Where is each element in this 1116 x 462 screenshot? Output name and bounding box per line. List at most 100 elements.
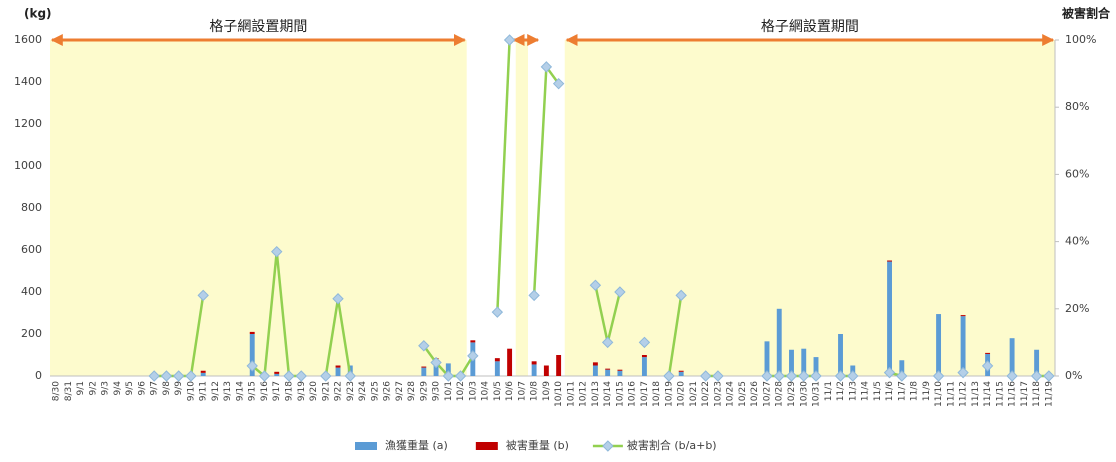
y-tick-label: 1400 (14, 75, 42, 88)
bar (200, 372, 206, 376)
x-tick-label: 11/12 (959, 381, 969, 407)
x-tick-label: 9/15 (248, 381, 258, 401)
y-tick-label: 200 (21, 327, 42, 340)
x-tick-label: 9/11 (199, 381, 209, 401)
bar (960, 316, 966, 376)
line (532, 63, 560, 296)
bar (592, 362, 598, 366)
x-tick-label: 9/1 (76, 381, 86, 395)
line-marker (332, 293, 344, 305)
bar (421, 367, 427, 376)
x-tick-label: 11/14 (983, 381, 993, 407)
x-tick-label: 11/13 (971, 381, 981, 407)
x-tick-label: 11/4 (861, 381, 871, 401)
y2-tick-label: 20% (1065, 302, 1089, 315)
line-marker (197, 289, 209, 302)
x-tick-label: 10/30 (799, 381, 809, 407)
x-tick-label: 11/11 (946, 381, 956, 407)
x-tick-label: 11/7 (897, 381, 907, 401)
y2-tick-label: 40% (1065, 235, 1089, 248)
y-tick-label: 0 (35, 369, 42, 382)
x-tick-label: 11/3 (848, 381, 858, 401)
line-marker (614, 286, 626, 298)
line-marker (258, 370, 271, 382)
legend-swatch (355, 442, 377, 450)
bar (887, 261, 892, 376)
bar (421, 366, 427, 368)
line-marker (1006, 370, 1018, 382)
line-marker (761, 370, 773, 382)
x-tick-label: 9/30 (432, 381, 442, 401)
x-tick-label: 11/19 (1044, 381, 1054, 407)
line-marker (418, 340, 430, 352)
x-tick-label: 10/12 (579, 381, 589, 407)
bar (335, 365, 341, 368)
bar (531, 361, 537, 365)
line-marker (442, 370, 455, 382)
bar (470, 340, 476, 343)
bar (605, 369, 611, 376)
bar (641, 357, 647, 376)
bar (678, 370, 684, 372)
line-marker (957, 366, 969, 379)
bar (1034, 349, 1040, 376)
bar (764, 341, 770, 376)
x-tick-label: 9/19 (297, 381, 307, 401)
x-tick-label: 11/5 (873, 381, 883, 401)
legend-label: 被害割合 (b/a+b) (627, 438, 717, 452)
x-tick-label: 9/20 (309, 381, 319, 401)
x-tick-label: 9/24 (358, 381, 368, 401)
bar (789, 349, 794, 376)
line-marker (810, 370, 822, 382)
y2-axis-label: 被害割合 (1062, 6, 1111, 21)
bar (899, 360, 905, 376)
bar (200, 370, 206, 373)
bar (960, 315, 966, 317)
x-tick-label: 9/5 (125, 381, 135, 395)
x-tick-label: 11/6 (885, 381, 895, 401)
line-marker (981, 360, 994, 372)
bar (249, 334, 255, 376)
line-marker (320, 370, 332, 382)
x-tick-label: 9/27 (395, 381, 405, 401)
bar (1009, 338, 1015, 376)
x-tick-label: 10/11 (566, 381, 576, 407)
x-tick-label: 11/15 (995, 381, 1005, 407)
bar (801, 348, 807, 376)
bar (936, 314, 942, 376)
x-tick-label: 10/18 (652, 381, 662, 407)
line-marker (246, 360, 258, 372)
line-marker (160, 370, 173, 382)
x-tick-label: 9/12 (211, 381, 221, 401)
x-tick-label: 9/8 (162, 381, 172, 396)
line-marker (834, 370, 847, 382)
x-tick-label: 10/3 (468, 381, 478, 401)
line-marker (601, 336, 614, 349)
x-tick-label: 10/17 (640, 381, 650, 407)
line-marker (503, 34, 516, 46)
line-marker (430, 356, 442, 369)
x-tick-label: 9/9 (174, 381, 184, 396)
y-tick-label: 1200 (14, 117, 42, 130)
period-shade (564, 40, 1055, 376)
x-tick-label: 9/3 (101, 381, 111, 395)
x-tick-label: 9/2 (88, 381, 98, 395)
legend-label: 被害重量 (b) (506, 438, 569, 452)
x-tick-label: 9/25 (370, 381, 380, 401)
x-tick-label: 11/17 (1020, 381, 1030, 407)
x-tick-label: 11/9 (922, 381, 932, 401)
x-tick-label: 8/31 (64, 381, 74, 401)
bar (274, 373, 280, 376)
x-tick-label: 10/23 (713, 381, 723, 407)
x-tick-label: 10/8 (530, 381, 540, 401)
bar (494, 358, 500, 362)
x-tick-label: 9/4 (113, 381, 123, 396)
x-tick-label: 10/24 (726, 381, 736, 407)
x-tick-label: 9/18 (284, 381, 294, 401)
y-tick-label: 600 (21, 243, 42, 256)
y2-tick-label: 100% (1065, 33, 1096, 46)
y-axis-label: (kg) (24, 7, 52, 21)
legend-swatch (475, 442, 498, 450)
line-marker (785, 370, 798, 382)
x-tick-label: 10/7 (517, 381, 527, 401)
